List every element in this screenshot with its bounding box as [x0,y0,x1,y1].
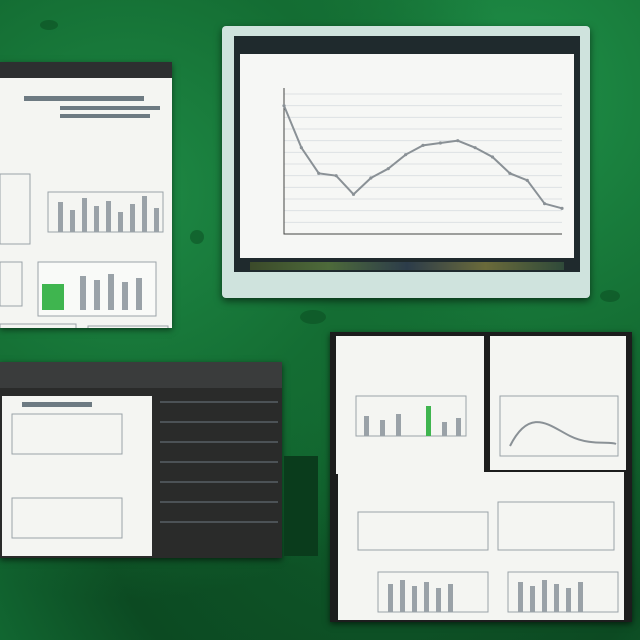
report-page [338,472,624,620]
area-chart-frame [0,323,77,328]
mini-curve-chart-frame [499,395,619,457]
background-speck [40,20,58,30]
heading-text-line [24,96,144,101]
report-page [490,336,626,470]
table-frame [87,325,169,328]
monitor-screen [234,36,580,272]
mini-bar-chart-bars [388,580,583,612]
mini-bar-chart-frame [357,511,489,551]
data-point [369,176,373,180]
mini-bar-chart-frame [355,395,467,437]
top-left-report-document [0,62,172,328]
heading-text-line [60,114,150,118]
spreadsheet-toolbar [0,362,282,388]
data-point [490,155,495,159]
mini-table-frame [497,501,615,551]
taskbar [250,262,564,270]
chart-axes [283,88,562,235]
line-chart-card [240,54,574,258]
dark-object [284,456,318,556]
data-point [456,139,460,143]
report-grid-sheet [330,332,632,622]
background-speck [600,290,620,302]
mini-bar-chart-frame [47,191,164,233]
data-point [282,104,286,108]
mini-bar-chart-frame [507,571,619,613]
background-speck [300,310,326,324]
data-point [421,143,425,147]
data-point [299,146,303,150]
spreadsheet-grid-lines [160,401,278,523]
document-header-bar [0,62,172,78]
dark-spreadsheet-window [0,362,282,558]
data-point [438,141,442,145]
side-mini-chart [0,261,23,307]
data-point [317,171,321,175]
heading-text-line [60,106,160,110]
data-point [525,178,529,182]
side-mini-chart [0,173,31,245]
embedded-chart-frame [11,413,123,455]
data-point [386,167,390,171]
spreadsheet-graphics [0,362,282,556]
green-highlight-bar [42,284,64,310]
heading-text-line [22,402,92,407]
background-speck [190,230,204,244]
data-point [473,146,477,150]
embedded-chart-frame [11,497,123,539]
mini-bar-chart-frame [377,571,489,613]
data-point [543,202,547,206]
monitor-frame [222,26,590,298]
mini-curve-chart-line [509,421,617,447]
mini-bar-chart-bars [364,406,461,436]
data-point [334,174,338,178]
data-point [351,192,356,196]
report-page [336,336,484,474]
green-bar-chart-bars [80,274,142,310]
report-page-graphics [0,62,172,328]
data-point [404,153,408,157]
line-chart [282,88,564,235]
embedded-report-page [2,396,152,556]
mini-bar-chart-bars [58,196,159,232]
data-point [560,206,564,210]
series-line [283,105,563,210]
data-point [508,171,512,175]
